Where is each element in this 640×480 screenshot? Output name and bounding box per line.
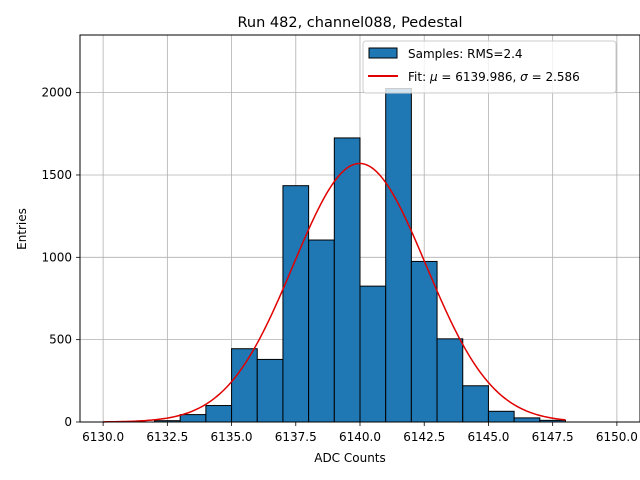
histogram-bar [410, 260, 438, 423]
legend-fit-mu-symbol: μ [429, 70, 438, 84]
legend: Samples: RMS=2.4 Fit: μ = 6139.986, σ = … [362, 40, 617, 94]
histogram-bar [282, 185, 310, 423]
y-tick-label: 1000 [41, 250, 72, 264]
fit-curve [103, 162, 566, 423]
x-tick-label: 6150.0 [596, 430, 638, 444]
legend-fit-prefix: Fit: [408, 70, 430, 84]
histogram-bar [487, 410, 515, 423]
x-axis-label: ADC Counts [314, 451, 386, 465]
legend-fit-mu-value: = 6139.986, [438, 70, 521, 84]
y-tick-label: 500 [49, 333, 72, 347]
legend-histogram-swatch [368, 47, 398, 59]
x-tick-label: 6135.0 [211, 430, 253, 444]
histogram-bar [513, 417, 541, 423]
legend-fit-sigma-value: = 2.586 [528, 70, 580, 84]
x-tick-label: 6142.5 [403, 430, 445, 444]
histogram-bar [231, 348, 258, 423]
histogram-bar [256, 358, 284, 423]
histogram-bar [205, 405, 233, 423]
x-tick-label: 6130.0 [82, 430, 124, 444]
x-axis-ticks: 6130.0 6132.5 6135.0 6137.5 6140.0 6142.5 6145… [82, 422, 638, 444]
legend-histogram-label: Samples: RMS=2.4 [408, 47, 523, 61]
y-axis-label: Entries [15, 208, 29, 250]
x-tick-label: 6147.5 [532, 430, 574, 444]
histogram-bar [333, 137, 361, 423]
legend-fit-sigma-symbol: σ [520, 70, 528, 84]
legend-fit-label: Fit: μ = 6139.986, σ = 2.586 [408, 70, 580, 84]
x-tick-label: 6137.5 [275, 430, 317, 444]
x-tick-label: 6145.0 [467, 430, 509, 444]
chart-title: Run 482, channel088, Pedestal [237, 15, 462, 31]
y-axis-ticks: 0 500 1000 1500 2000 [41, 86, 80, 429]
y-tick-label: 1500 [41, 168, 72, 182]
y-tick-label: 2000 [41, 86, 72, 100]
y-tick-label: 0 [64, 415, 72, 429]
histogram-bar [385, 88, 412, 423]
histogram-bar [308, 239, 335, 423]
histogram-bar [436, 338, 464, 423]
x-tick-label: 6140.0 [339, 430, 381, 444]
histogram-bar [179, 414, 207, 423]
histogram-bar [359, 285, 387, 423]
legend-box [362, 40, 617, 94]
x-tick-label: 6132.5 [146, 430, 188, 444]
histogram-bar [462, 385, 489, 423]
histogram-bars [153, 88, 567, 423]
